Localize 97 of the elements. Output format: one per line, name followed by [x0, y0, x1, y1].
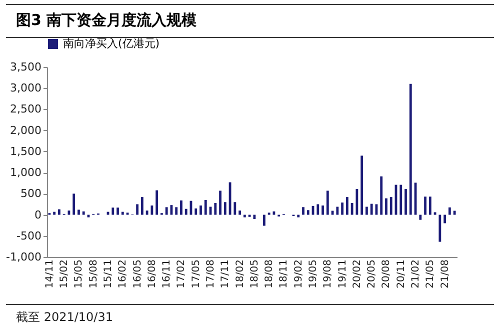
- x-tick-label: 18/02: [234, 260, 246, 288]
- bar: [234, 202, 236, 215]
- y-tick-label: -1,000: [6, 250, 42, 264]
- bar: [200, 205, 202, 215]
- bar: [297, 214, 300, 218]
- bar: [346, 197, 348, 215]
- bar: [306, 210, 310, 215]
- bar: [302, 207, 304, 215]
- bar: [78, 210, 80, 215]
- bar: [112, 208, 114, 215]
- bar: [146, 210, 148, 215]
- x-tick-label: 18/08: [264, 260, 276, 288]
- y-tick-label: 1,000: [10, 166, 42, 180]
- x-tick-label: 20/02: [352, 260, 363, 288]
- bar: [180, 200, 182, 215]
- bar: [204, 200, 207, 215]
- y-tick-label: 0: [34, 208, 42, 222]
- chart-title: 图3 南下资金月度流入规模: [6, 4, 494, 38]
- x-tick-label: 19/02: [293, 260, 304, 288]
- x-tick-label: 18/05: [249, 260, 260, 288]
- bar: [438, 214, 442, 242]
- bar: [58, 209, 60, 215]
- bar: [214, 202, 217, 215]
- bar: [370, 204, 373, 215]
- x-tick-label: 15/02: [59, 260, 70, 288]
- bar: [194, 208, 198, 215]
- x-tick-label: 16/05: [132, 260, 144, 288]
- bar: [336, 206, 339, 215]
- x-tick-label: 14/11: [44, 260, 56, 288]
- legend-label: 南向净买入(亿港元): [63, 37, 160, 50]
- bar: [316, 204, 320, 215]
- bar: [400, 184, 402, 215]
- x-tick-label: 15/05: [74, 260, 85, 288]
- bar: [224, 202, 226, 215]
- bar: [322, 205, 324, 215]
- x-tick-label: 17/02: [176, 260, 188, 288]
- x-tick-label: 21/02: [410, 260, 422, 288]
- x-tick-label: 16/11: [162, 260, 173, 288]
- bar: [243, 214, 246, 218]
- x-tick-label: 17/05: [190, 260, 202, 288]
- bar: [263, 214, 266, 226]
- bar: [380, 176, 383, 215]
- y-tick-label: 500: [20, 187, 42, 200]
- bar: [136, 204, 138, 215]
- x-tick-label: 21/08: [440, 260, 451, 288]
- bar: [219, 190, 222, 215]
- bar: [121, 212, 124, 215]
- x-tick-label: 15/11: [103, 260, 114, 288]
- bar: [419, 214, 422, 220]
- x-tick-label: 19/08: [322, 260, 334, 288]
- bar: [150, 205, 154, 215]
- bar: [82, 211, 85, 215]
- x-tick-label: 20/08: [381, 260, 392, 288]
- bar: [385, 198, 388, 215]
- bar: [428, 196, 432, 215]
- bar: [434, 212, 436, 215]
- bar: [53, 212, 56, 215]
- x-tick-label: 20/05: [366, 260, 378, 288]
- bar: [140, 197, 144, 215]
- bar: [72, 194, 76, 215]
- bar: [448, 207, 451, 215]
- bar: [409, 84, 412, 215]
- text: 截至 2021/10/31: [6, 304, 494, 330]
- x-tick-label: 15/08: [88, 260, 100, 288]
- bar: [366, 206, 368, 215]
- bar: [444, 214, 446, 224]
- x-tick-label: 19/05: [308, 260, 320, 288]
- bar: [253, 214, 256, 219]
- x-tick-label: 16/02: [118, 260, 129, 288]
- bar: [350, 202, 354, 215]
- y-tick-label: 1,500: [10, 144, 42, 158]
- bar: [175, 207, 178, 215]
- y-tick-label: 3,000: [10, 82, 42, 95]
- y-tick-label: 2,500: [10, 102, 42, 116]
- x-tick-label: 21/05: [425, 260, 436, 288]
- bar: [341, 202, 344, 215]
- bar: [238, 210, 241, 215]
- x-tick-label: 19/11: [337, 260, 348, 288]
- x-tick-label: 16/08: [146, 260, 158, 288]
- bar: [184, 208, 188, 215]
- bar: [165, 207, 168, 215]
- bar: [356, 189, 358, 215]
- x-tick-label: 18/11: [278, 260, 290, 288]
- bar: [360, 156, 364, 215]
- x-tick-label: 17/11: [220, 260, 232, 288]
- bar: [453, 210, 456, 215]
- bar: [326, 190, 329, 215]
- x-tick-label: 20/11: [396, 260, 407, 288]
- bar: [390, 197, 392, 215]
- y-tick-label: -500: [16, 229, 42, 242]
- x-tick-label: 17/08: [206, 260, 217, 288]
- bar: [424, 196, 426, 215]
- bar: [404, 189, 407, 215]
- bar: [116, 208, 119, 215]
- y-tick-label: 3,500: [10, 60, 42, 74]
- y-tick-label: 2,000: [10, 124, 42, 137]
- bar: [156, 190, 158, 215]
